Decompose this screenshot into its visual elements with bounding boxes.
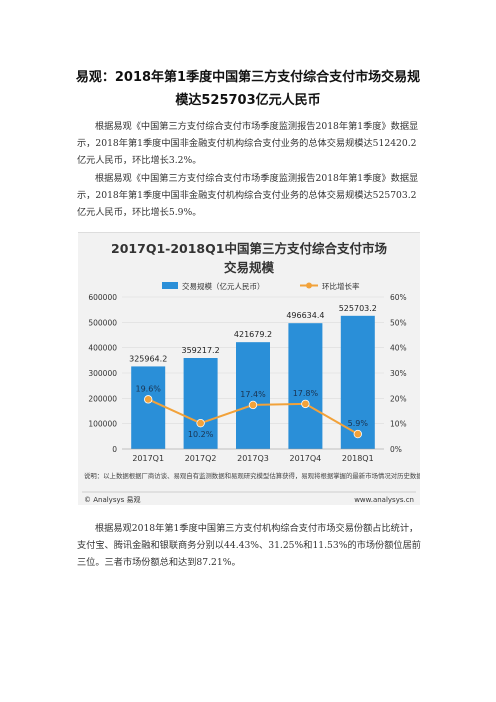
x-tick-label: 2017Q3 — [237, 454, 269, 463]
legend-bar-swatch — [162, 282, 178, 289]
y-left-tick-label: 200000 — [88, 394, 117, 403]
source-left: © Analysys 易观 — [84, 496, 141, 504]
growth-value-label: 19.6% — [135, 384, 161, 393]
bar-value-labels: 325964.2 359217.2 421679.2 496634.4 525703.2 — [129, 304, 377, 364]
y-right-tick-label: 0% — [390, 445, 402, 454]
bar — [236, 342, 270, 449]
growth-value-labels: 19.6% 10.2% 17.4% 17.8% 5.9% — [135, 384, 368, 439]
chart-title-line2: 交易规模 — [224, 260, 275, 275]
growth-point — [353, 429, 362, 439]
growth-point — [196, 418, 205, 428]
y-right-tick-label: 10% — [390, 420, 407, 429]
chart-note: 说明：以上数据根据厂商访谈、易观自有监测数据和易观研究模型估算获得，易观将根据掌… — [84, 471, 420, 480]
chart-figure: 2017Q1-2018Q1中国第三方支付综合支付市场 交易规模 交易规模（亿元人… — [78, 232, 420, 505]
chart-title-line1: 2017Q1-2018Q1中国第三方支付综合支付市场 — [111, 241, 387, 256]
x-tick-label: 2018Q1 — [342, 454, 374, 463]
bar-value-label: 496634.4 — [286, 311, 324, 320]
bar-value-label: 325964.2 — [129, 354, 167, 363]
bar-series — [131, 315, 375, 449]
y-right-tick-label: 60% — [390, 293, 407, 302]
article-title: 易观：2018年第1季度中国第三方支付综合支付市场交易规 模达525703亿元人… — [60, 66, 436, 112]
article-title-line1: 易观：2018年第1季度中国第三方支付综合支付市场交易规 — [75, 70, 421, 85]
growth-line-series — [143, 395, 362, 439]
x-tick-label: 2017Q4 — [290, 454, 322, 463]
growth-point — [143, 395, 153, 404]
y-right-tick-label: 30% — [390, 369, 407, 378]
bar — [183, 357, 218, 449]
y-left-tick-label: 600000 — [88, 293, 117, 302]
y-left-tick-label: 100000 — [88, 420, 117, 429]
x-tick-label: 2017Q2 — [185, 454, 217, 463]
y-right-tick-label: 40% — [390, 344, 407, 353]
bar — [340, 315, 375, 449]
y-right-axis: 0% 10% 20% 30% 40% 50% 60% — [390, 293, 407, 454]
growth-value-label: 17.8% — [293, 389, 319, 398]
y-left-axis: 0 100000 200000 300000 400000 500000 600000 — [88, 293, 117, 454]
chart: 2017Q1-2018Q1中国第三方支付综合支付市场 交易规模 交易规模（亿元人… — [82, 241, 420, 504]
legend-line-marker — [306, 282, 312, 289]
legend: 交易规模（亿元人民币） 环比增长率 — [162, 281, 360, 291]
x-axis-labels: 2017Q1 2017Q2 2017Q3 2017Q4 2018Q1 — [122, 448, 384, 463]
growth-value-label: 5.9% — [348, 419, 369, 428]
x-tick-label: 2017Q1 — [132, 454, 164, 463]
y-left-tick-label: 400000 — [88, 344, 117, 353]
bar-value-label: 525703.2 — [339, 304, 377, 313]
source-right: www.analysys.cn — [354, 496, 414, 504]
bar — [288, 323, 323, 449]
article-title-line2: 模达525703亿元人民币 — [175, 93, 321, 108]
y-left-tick-label: 300000 — [88, 369, 117, 378]
paragraph-1: 根据易观《中国第三方支付综合支付市场季度监测报告2018年第1季度》数据显示，2… — [77, 121, 419, 166]
legend-line-label: 环比增长率 — [322, 281, 360, 291]
y-right-tick-label: 50% — [390, 318, 407, 327]
y-left-tick-label: 500000 — [88, 318, 117, 327]
bar — [131, 366, 166, 449]
paragraph-3: 根据易观2018年第1季度中国第三方支付机构综合支付市场交易份额占比统计，支付宝… — [77, 523, 421, 568]
paragraph-2: 根据易观《中国第三方支付综合支付市场季度监测报告2018年第1季度》数据显示，2… — [77, 173, 419, 218]
bar-value-label: 359217.2 — [182, 346, 220, 355]
legend-bar-label: 交易规模（亿元人民币） — [182, 281, 265, 291]
growth-point — [248, 400, 258, 410]
growth-point — [301, 399, 310, 409]
bar-value-label: 421679.2 — [234, 330, 272, 339]
y-left-tick-label: 0 — [112, 445, 117, 454]
growth-value-label: 17.4% — [240, 390, 266, 399]
y-right-tick-label: 20% — [390, 394, 407, 403]
growth-value-label: 10.2% — [188, 430, 214, 439]
